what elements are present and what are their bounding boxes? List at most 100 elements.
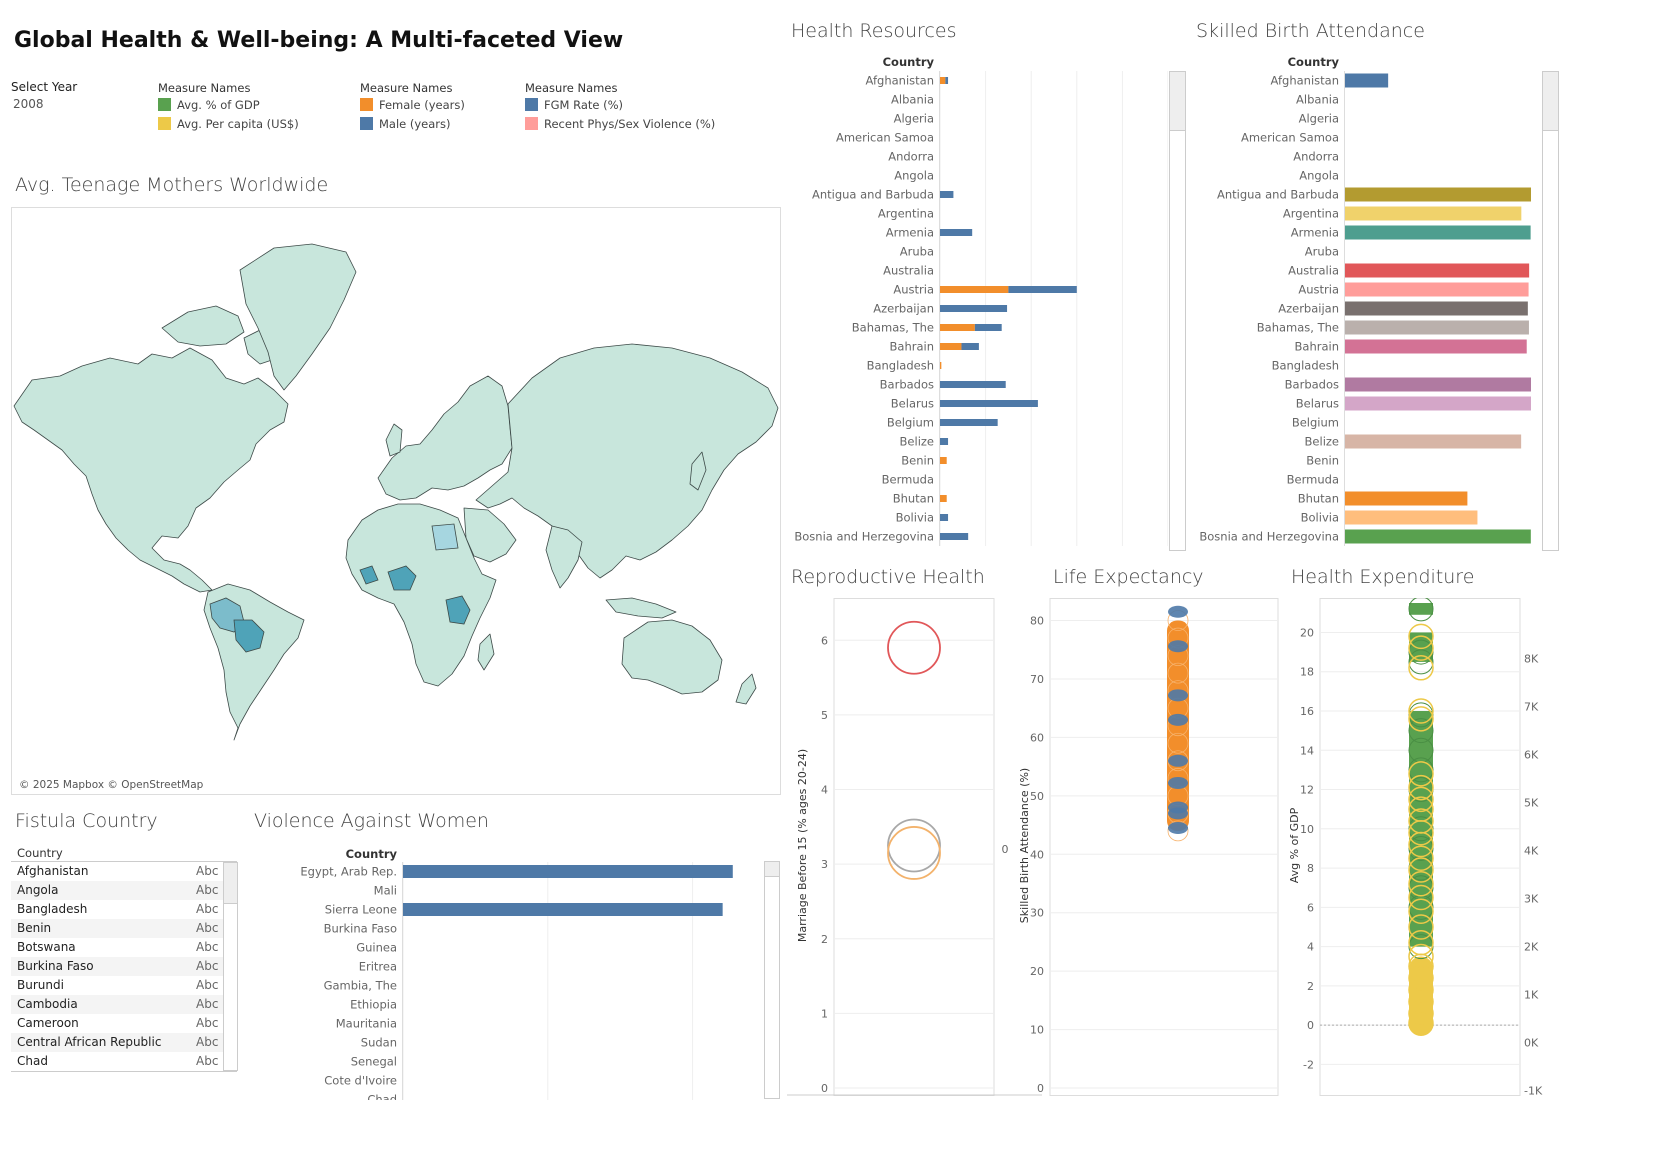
life-expectancy-chart[interactable]: 0 10 20 30 40 50 60 70 80 Skilled Birth Attendanc…: [1016, 598, 1280, 1098]
data-point[interactable]: [1168, 776, 1188, 789]
legend-item-gdp[interactable]: Avg. % of GDP: [158, 95, 299, 114]
skilled-scrollbar[interactable]: [1542, 71, 1559, 551]
data-point[interactable]: [1408, 943, 1434, 970]
data-point[interactable]: [1408, 884, 1434, 911]
data-point[interactable]: [1408, 1000, 1434, 1027]
map-japan[interactable]: [689, 451, 707, 491]
bar[interactable]: [403, 865, 733, 878]
map-indonesia[interactable]: [605, 597, 677, 619]
scroll-thumb[interactable]: [224, 863, 237, 904]
map-region-bolivia[interactable]: [233, 619, 265, 653]
table-row[interactable]: Burundi Abc: [11, 976, 223, 995]
violence-chart[interactable]: Country Egypt, Arab Rep. Mali Sierra Leone B…: [248, 846, 768, 1109]
legend-item-violence[interactable]: Recent Phys/Sex Violence (%): [525, 114, 715, 133]
data-point[interactable]: [1408, 1010, 1434, 1036]
data-point[interactable]: [1408, 635, 1434, 661]
bar[interactable]: [940, 191, 954, 198]
data-point[interactable]: [1408, 649, 1434, 675]
legend-item-male[interactable]: Male (years): [360, 114, 465, 133]
data-point[interactable]: [1408, 914, 1434, 940]
data-point[interactable]: [1408, 718, 1434, 744]
map-region-nigeria[interactable]: [387, 565, 417, 591]
data-point[interactable]: [1408, 857, 1434, 883]
resources-scrollbar[interactable]: [1169, 71, 1186, 551]
reproductive-chart[interactable]: 0 1 2 3 4 5 6 Marriage Before 15 (% ages 20-24)…: [786, 598, 1043, 1098]
bar[interactable]: [940, 514, 949, 521]
bar[interactable]: [940, 400, 1038, 407]
bar[interactable]: [1345, 529, 1531, 544]
data-point[interactable]: [887, 818, 941, 873]
bar[interactable]: [940, 305, 1008, 312]
data-point[interactable]: [1408, 898, 1434, 925]
bar[interactable]: [1345, 301, 1528, 316]
legend-item-fgm[interactable]: FGM Rate (%): [525, 95, 715, 114]
data-point[interactable]: [1408, 819, 1434, 846]
map-new-zealand[interactable]: [735, 673, 757, 705]
bar[interactable]: [1345, 396, 1531, 411]
table-row[interactable]: Cameroon Abc: [11, 1014, 223, 1033]
bar[interactable]: [940, 77, 946, 84]
table-row[interactable]: Afghanistan Abc: [11, 862, 223, 881]
data-point[interactable]: [1168, 821, 1188, 834]
bar[interactable]: [940, 533, 969, 540]
bar[interactable]: [1345, 206, 1522, 221]
map-north-america[interactable]: [13, 347, 289, 593]
bar[interactable]: [1345, 225, 1531, 240]
data-point[interactable]: [1168, 713, 1188, 726]
data-point[interactable]: [1408, 786, 1434, 813]
fistula-scrollbar[interactable]: [223, 862, 238, 1071]
bar[interactable]: [1345, 491, 1468, 506]
bar[interactable]: [1345, 339, 1527, 354]
data-point[interactable]: [1408, 845, 1434, 872]
health-expenditure-chart[interactable]: -2 0 2 4 6 8 10 12 14 16 18 20 Avg % of GDP -1K 0K 1K 2K…: [1286, 596, 1651, 1098]
bar[interactable]: [961, 343, 979, 350]
map-madagascar[interactable]: [477, 633, 495, 671]
map-uk[interactable]: [385, 423, 403, 457]
map-region-west-africa[interactable]: [359, 565, 379, 585]
bar[interactable]: [940, 229, 973, 236]
bar[interactable]: [940, 419, 998, 426]
bar[interactable]: [1345, 434, 1522, 449]
table-row[interactable]: Botswana Abc: [11, 938, 223, 957]
health-resources-chart[interactable]: Country Afghanistan Albania Algeria American…: [786, 54, 1169, 550]
data-point[interactable]: [1408, 761, 1434, 787]
bar[interactable]: [940, 381, 1006, 388]
legend-item-per-capita[interactable]: Avg. Per capita (US$): [158, 114, 299, 133]
bar[interactable]: [1345, 377, 1531, 392]
data-point[interactable]: [887, 826, 941, 880]
data-point[interactable]: [1408, 698, 1434, 724]
table-row[interactable]: Benin Abc: [11, 919, 223, 938]
bar[interactable]: [940, 362, 942, 369]
table-row[interactable]: Burkina Faso Abc: [11, 957, 223, 976]
map-greenland[interactable]: [239, 243, 357, 391]
skilled-birth-chart[interactable]: Country Afghanistan Albania Algeria American…: [1190, 54, 1540, 550]
data-point[interactable]: [1408, 655, 1434, 681]
scroll-thumb[interactable]: [765, 862, 779, 877]
violence-scrollbar[interactable]: [764, 861, 780, 1099]
map-region-tanzania[interactable]: [445, 595, 471, 625]
bar[interactable]: [940, 457, 947, 464]
bar[interactable]: [1345, 320, 1529, 335]
data-point[interactable]: [1408, 774, 1434, 801]
data-point[interactable]: [1408, 871, 1434, 897]
gdp-range[interactable]: [1409, 603, 1433, 615]
bar[interactable]: [1345, 73, 1389, 88]
map-asia[interactable]: [475, 343, 779, 579]
table-row[interactable]: Central African Republic Abc: [11, 1033, 223, 1052]
bar[interactable]: [940, 438, 949, 445]
bar[interactable]: [940, 343, 962, 350]
map-india[interactable]: [545, 525, 583, 589]
map-africa[interactable]: [345, 503, 497, 687]
data-point[interactable]: [1167, 820, 1189, 842]
map-arctic-islands[interactable]: [161, 305, 245, 347]
data-point[interactable]: [1168, 605, 1188, 618]
table-row[interactable]: Chad Abc: [11, 1052, 223, 1071]
data-point[interactable]: [1408, 623, 1434, 650]
bar[interactable]: [1008, 286, 1077, 293]
map-australia[interactable]: [621, 619, 723, 695]
bar[interactable]: [1345, 510, 1478, 525]
year-filter-value[interactable]: 2008: [13, 97, 44, 111]
bar[interactable]: [1345, 187, 1531, 202]
bar[interactable]: [1345, 282, 1529, 297]
data-point[interactable]: [1168, 754, 1188, 767]
